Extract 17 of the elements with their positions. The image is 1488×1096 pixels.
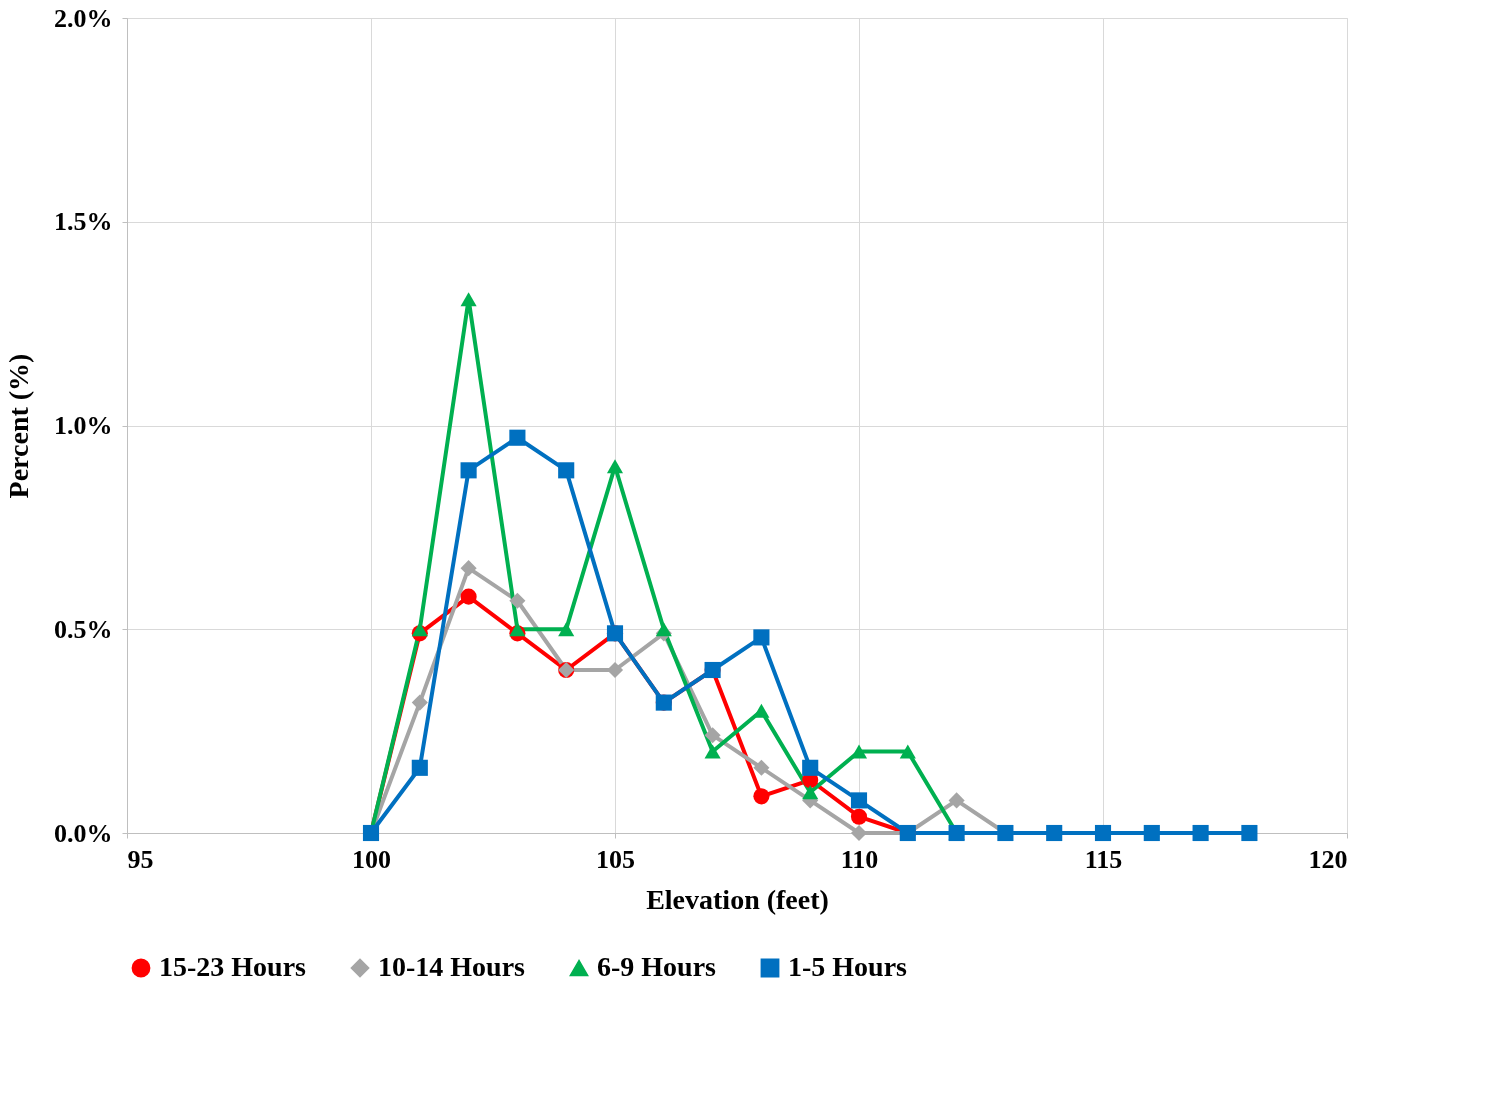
legend-label: 15-23 Hours [159,951,307,982]
x-axis-title: Elevation (feet) [646,883,829,915]
x-tick-label: 95 [127,844,154,874]
y-axis-title: Percent (%) [3,353,34,499]
x-tick-label: 105 [596,844,635,874]
y-tick-label: 1.0% [54,411,113,440]
x-tick-label: 100 [352,844,391,874]
x-tick-label: 120 [1308,844,1348,874]
x-tick-label: 110 [840,844,879,874]
y-tick-label: 0.5% [54,614,113,644]
legend-label: 10-14 Hours [378,951,526,982]
y-tick-label: 1.5% [54,207,113,237]
legend-label: 6-9 Hours [597,951,717,982]
y-tick-label: 2.0% [54,3,113,33]
x-tick-label: 115 [1084,844,1123,874]
legend-label: 1-5 Hours [788,951,908,982]
y-tick-label: 0.0% [54,818,113,848]
